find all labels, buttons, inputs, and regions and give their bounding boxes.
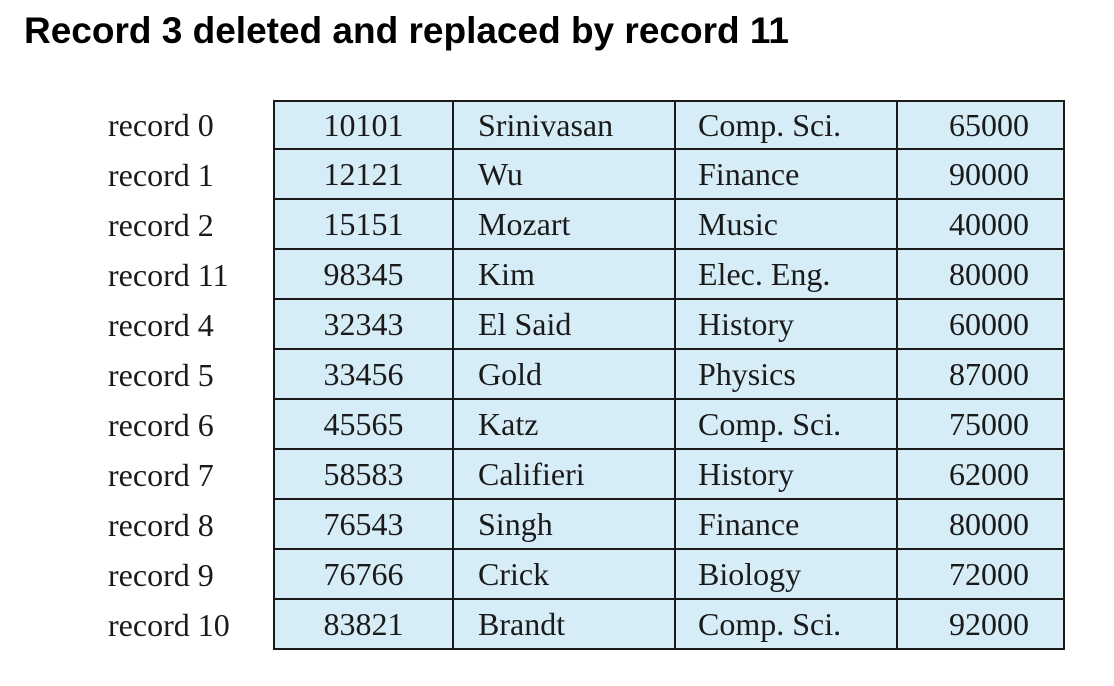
table-row: record 1 12121 Wu Finance 90000 [108,150,1065,200]
dept-cell: Music [674,200,896,248]
name-cell: Califieri [452,450,674,498]
table-row: record 8 76543 Singh Finance 80000 [108,500,1065,550]
table-row: record 5 33456 Gold Physics 87000 [108,350,1065,400]
dept-cell: Elec. Eng. [674,250,896,298]
dept-cell: Physics [674,350,896,398]
record-label: record 0 [108,107,214,143]
salary-cell: 87000 [896,350,1063,398]
dept-cell: Comp. Sci. [674,600,896,648]
record-fields: 58583 Califieri History 62000 [273,450,1065,500]
table-row: record 6 45565 Katz Comp. Sci. 75000 [108,400,1065,450]
dept-cell: Finance [674,150,896,198]
id-cell: 12121 [323,155,404,192]
dept-cell: Biology [674,550,896,598]
dept-cell: Comp. Sci. [674,102,896,148]
table-row: record 4 32343 El Said History 60000 [108,300,1065,350]
record-label: record 11 [108,257,229,293]
record-label: record 10 [108,607,230,643]
dept-cell: History [674,300,896,348]
name-cell: Wu [452,150,674,198]
record-fields: 32343 El Said History 60000 [273,300,1065,350]
table-row: record 11 98345 Kim Elec. Eng. 80000 [108,250,1065,300]
id-cell: 58583 [323,455,404,492]
record-fields: 83821 Brandt Comp. Sci. 92000 [273,600,1065,650]
salary-cell: 60000 [896,300,1063,348]
dept-cell: Finance [674,500,896,548]
record-label: record 9 [108,557,214,593]
salary-cell: 80000 [896,500,1063,548]
record-fields: 45565 Katz Comp. Sci. 75000 [273,400,1065,450]
record-fields: 76766 Crick Biology 72000 [273,550,1065,600]
salary-cell: 72000 [896,550,1063,598]
name-cell: Crick [452,550,674,598]
table-row: record 0 10101 Srinivasan Comp. Sci. 650… [108,100,1065,150]
record-fields: 10101 Srinivasan Comp. Sci. 65000 [273,100,1065,150]
id-cell: 83821 [323,605,404,642]
id-cell: 98345 [323,255,404,292]
record-fields: 15151 Mozart Music 40000 [273,200,1065,250]
id-cell: 45565 [323,405,404,442]
salary-cell: 90000 [896,150,1063,198]
record-label: record 5 [108,357,214,393]
dept-cell: History [674,450,896,498]
record-fields: 98345 Kim Elec. Eng. 80000 [273,250,1065,300]
salary-cell: 40000 [896,200,1063,248]
name-cell: Katz [452,400,674,448]
name-cell: Kim [452,250,674,298]
table-row: record 2 15151 Mozart Music 40000 [108,200,1065,250]
record-label: record 7 [108,457,214,493]
record-file: record 0 10101 Srinivasan Comp. Sci. 650… [108,100,1065,650]
salary-cell: 65000 [896,102,1063,148]
id-cell: 32343 [323,305,404,342]
record-fields: 76543 Singh Finance 80000 [273,500,1065,550]
table-row: record 9 76766 Crick Biology 72000 [108,550,1065,600]
record-label: record 4 [108,307,214,343]
name-cell: Brandt [452,600,674,648]
name-cell: Singh [452,500,674,548]
table-row: record 7 58583 Califieri History 62000 [108,450,1065,500]
dept-cell: Comp. Sci. [674,400,896,448]
salary-cell: 80000 [896,250,1063,298]
id-cell: 10101 [323,106,404,143]
record-label: record 8 [108,507,214,543]
salary-cell: 75000 [896,400,1063,448]
record-fields: 33456 Gold Physics 87000 [273,350,1065,400]
record-label: record 6 [108,407,214,443]
id-cell: 33456 [323,355,404,392]
id-cell: 76766 [323,555,404,592]
record-fields: 12121 Wu Finance 90000 [273,150,1065,200]
id-cell: 76543 [323,505,404,542]
figure-title: Record 3 deleted and replaced by record … [24,10,789,51]
salary-cell: 92000 [896,600,1063,648]
record-label: record 1 [108,157,214,193]
record-label: record 2 [108,207,214,243]
name-cell: Gold [452,350,674,398]
name-cell: Srinivasan [452,102,674,148]
name-cell: Mozart [452,200,674,248]
salary-cell: 62000 [896,450,1063,498]
id-cell: 15151 [323,205,404,242]
name-cell: El Said [452,300,674,348]
table-row: record 10 83821 Brandt Comp. Sci. 92000 [108,600,1065,650]
